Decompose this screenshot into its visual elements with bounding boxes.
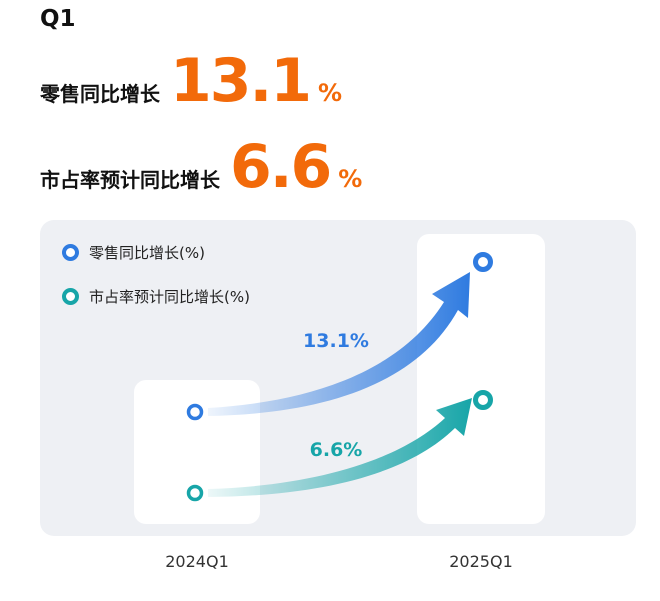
- share-growth-label: 市占率预计同比增长: [40, 168, 220, 192]
- series-arrow-retail: [208, 272, 470, 416]
- retail-growth-label: 零售同比增长: [40, 82, 160, 106]
- series-arrow-share: [208, 398, 472, 497]
- data-label-retail: 13.1%: [303, 330, 369, 352]
- share-growth-unit: %: [338, 165, 363, 193]
- retail-growth-unit: %: [318, 79, 343, 107]
- legend-marker-share-icon: [62, 288, 79, 305]
- legend-marker-retail-icon: [62, 244, 79, 261]
- point-retail-2024q1: [186, 403, 204, 421]
- legend-label-retail: 零售同比增长(%): [89, 244, 205, 262]
- point-retail-2025q1: [473, 252, 493, 272]
- share-growth-value: 6.6: [230, 132, 332, 202]
- quarter-title: Q1: [40, 6, 76, 32]
- retail-growth-value: 13.1: [170, 46, 312, 116]
- legend-label-share: 市占率预计同比增长(%): [89, 288, 250, 306]
- column-2025q1: [417, 234, 545, 524]
- point-share-2024q1: [186, 484, 204, 502]
- data-label-share: 6.6%: [310, 439, 363, 461]
- category-label-2024q1: 2024Q1: [165, 552, 229, 571]
- chart-marks: 13.1% 6.6%: [186, 252, 493, 502]
- legend-item-share: 市占率预计同比增长(%): [62, 286, 250, 307]
- retail-growth-stat: 零售同比增长 13.1 %: [40, 42, 342, 120]
- point-share-2025q1: [473, 390, 493, 410]
- chart-panel: 零售同比增长(%) 市占率预计同比增长(%) 1: [40, 220, 636, 536]
- category-label-2025q1: 2025Q1: [449, 552, 513, 571]
- share-growth-stat: 市占率预计同比增长 6.6 %: [40, 128, 362, 206]
- legend-item-retail: 零售同比增长(%): [62, 242, 205, 263]
